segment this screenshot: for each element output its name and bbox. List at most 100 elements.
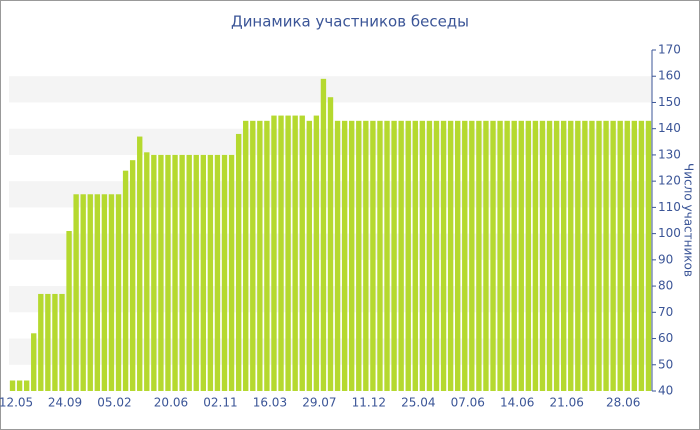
bar [228,154,235,391]
bar [370,120,376,392]
bar [214,154,221,391]
x-tick-label: 11.12 [352,396,386,410]
bar [235,133,242,391]
bar [518,120,524,392]
bar [165,154,171,391]
bar [66,230,72,391]
bar [186,154,192,391]
bar [243,120,249,392]
y-tick-label: 150 [658,95,681,109]
bar [546,120,553,392]
bar [631,120,638,392]
bar [299,115,305,392]
bar [568,120,574,392]
bar [129,160,136,391]
bar [271,115,277,392]
bar [469,120,475,392]
bar [193,154,199,391]
y-axis-label: Число участников [682,163,696,277]
bar [603,120,609,392]
bar [645,120,652,392]
x-tick-label: 20.06 [154,396,188,410]
bar [73,194,79,391]
x-tick-label: 16.03 [253,396,287,410]
bar [151,154,157,391]
bar [59,293,65,391]
bar [476,120,482,392]
bar [553,120,560,392]
bar [313,115,320,392]
bar [115,194,122,391]
bar [525,120,532,392]
x-tick-label: 24.09 [48,396,82,410]
bar [264,120,270,392]
y-tick-label: 140 [658,121,681,135]
bar [405,120,411,392]
bar [490,120,496,392]
x-tick-label: 25.04 [401,396,435,410]
y-tick-label: 160 [658,69,681,83]
bar [532,120,539,392]
bar [384,120,390,392]
bar [94,194,101,391]
y-tick-label: 80 [658,279,673,293]
bar [179,154,185,391]
bar [292,115,298,392]
bar [349,120,355,392]
bar [412,120,418,392]
bar [16,380,23,391]
bar [278,115,284,392]
bar [560,120,567,392]
bar [419,120,426,392]
y-tick-label: 60 [658,331,673,345]
y-tick-label: 120 [658,174,681,188]
y-tick-label: 90 [658,252,673,266]
bar [334,120,341,392]
bar [45,293,51,391]
bar [207,154,214,391]
bar [511,120,517,392]
bar [617,120,623,392]
bar [624,120,630,392]
bar [582,120,588,392]
bar [38,293,44,391]
bar [447,120,454,392]
y-tick-label: 130 [658,147,681,161]
bar [377,120,383,392]
bar [391,120,397,392]
bar [122,170,129,391]
bar [638,120,645,392]
bar [87,194,93,391]
x-tick-label: 07.06 [451,396,485,410]
bar [137,136,143,391]
bar [497,120,503,392]
bar [257,120,263,392]
x-tick-label: 21.06 [549,396,583,410]
bar [483,120,489,392]
bar [433,120,440,392]
bar [504,120,510,392]
bar [80,194,86,391]
bar [440,120,447,392]
bar [144,152,150,391]
x-tick-label: 14.06 [500,396,534,410]
y-tick-label: 100 [658,226,681,240]
bar [539,120,546,392]
bar [327,97,334,391]
bar [575,120,581,392]
x-tick-label: 28.06 [606,396,640,410]
bar [221,154,228,391]
bar [426,120,433,392]
bar [172,154,178,391]
y-tick-label: 40 [658,384,673,398]
bar [596,120,602,392]
y-tick-label: 50 [658,357,673,371]
bar [31,333,37,391]
bar [52,293,58,391]
bar [610,120,616,392]
bar [462,120,468,392]
chart-title: Динамика участников беседы [231,13,469,31]
x-tick-label: 05.02 [97,396,131,410]
x-tick-label: 12.05 [0,396,33,410]
